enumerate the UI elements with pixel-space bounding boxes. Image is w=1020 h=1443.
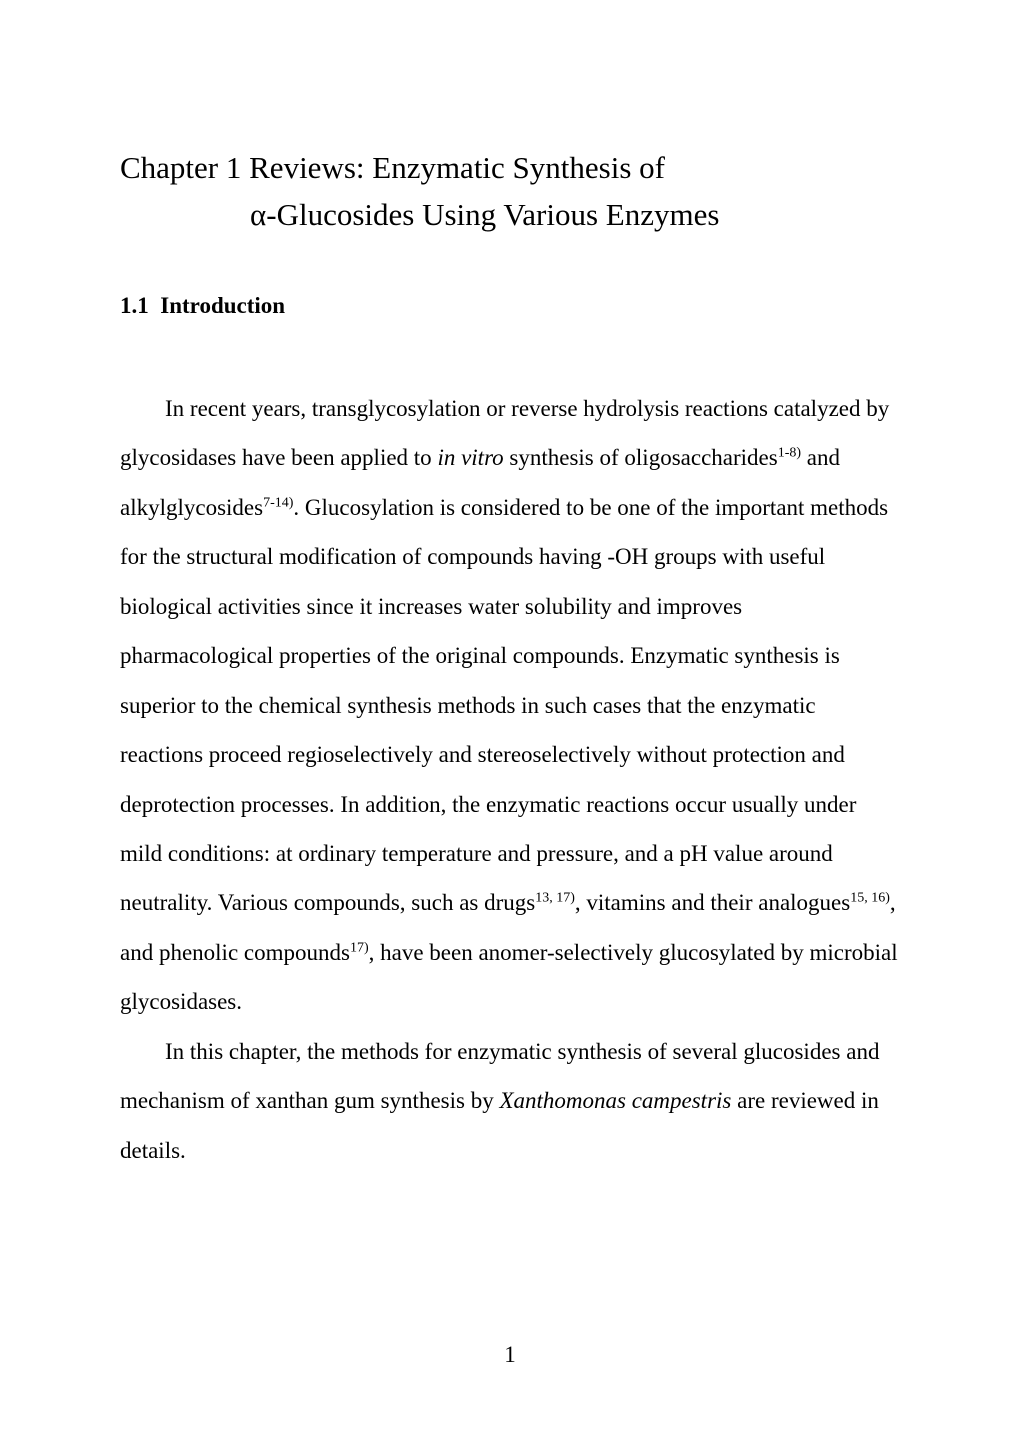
p1-sup2: 7-14) <box>263 495 293 510</box>
section-number: 1.1 <box>120 293 149 318</box>
chapter-title-line1: Chapter 1 Reviews: Enzymatic Synthesis o… <box>120 145 900 192</box>
page-number: 1 <box>0 1342 1020 1368</box>
p1-sup3: 13, 17) <box>535 891 575 906</box>
p1-italic1: in vitro <box>437 445 503 470</box>
p2-italic1: Xanthomonas campestris <box>499 1088 731 1113</box>
alpha-symbol: α <box>250 197 266 232</box>
p1-sup5: 17) <box>350 940 369 955</box>
chapter-title-line2-suffix: -Glucosides Using Various Enzymes <box>266 197 719 232</box>
section-heading: 1.1 Introduction <box>120 293 900 319</box>
paragraph-1: In recent years, transglycosylation or r… <box>120 384 900 1027</box>
chapter-title: Chapter 1 Reviews: Enzymatic Synthesis o… <box>120 145 900 238</box>
p1-sup1: 1-8) <box>778 446 801 461</box>
paragraph-2: In this chapter, the methods for enzymat… <box>120 1027 900 1175</box>
p1-sup4: 15, 16) <box>850 891 890 906</box>
p1-text4: . Glucosylation is considered to be one … <box>120 495 888 916</box>
p1-text2: synthesis of oligosaccharides <box>504 445 778 470</box>
section-title: Introduction <box>160 293 285 318</box>
body-text: In recent years, transglycosylation or r… <box>120 384 900 1175</box>
chapter-title-line2: α-Glucosides Using Various Enzymes <box>120 192 900 239</box>
p1-text5: , vitamins and their analogues <box>575 890 850 915</box>
